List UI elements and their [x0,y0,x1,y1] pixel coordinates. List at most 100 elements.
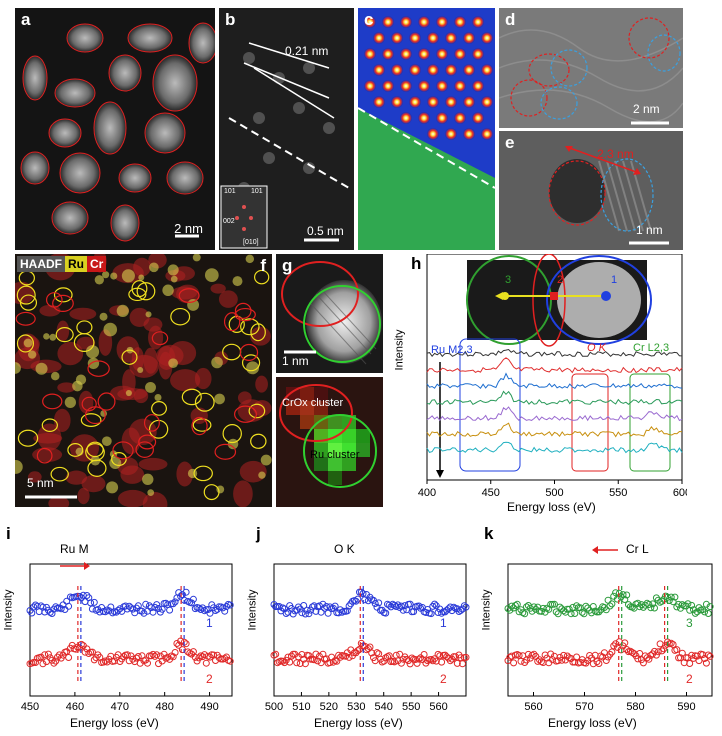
data-point [612,589,620,597]
cr-cluster-outline [36,447,53,464]
ru-spot [170,275,178,283]
cr-region [170,369,201,392]
atom-column [472,48,484,60]
ru-spot [214,393,225,405]
fft-zone-axis: [010] [243,239,259,246]
data-point [41,651,49,659]
data-point [312,607,320,615]
ru-spot [43,333,50,340]
data-point [595,608,603,616]
data-point [647,604,655,612]
ru-spot [102,271,110,279]
data-point [171,649,179,656]
spectrum-line [426,422,683,438]
data-point [565,605,573,613]
cr-cluster-outline [45,292,63,308]
data-point [582,602,590,610]
data-point [364,645,372,653]
data-point [354,595,362,603]
data-point [420,651,428,658]
data-point [669,598,677,606]
atom-column [391,96,403,108]
cr-region [53,408,71,433]
ru-spot [232,276,243,287]
panel-b-scale: 0.5 nm [307,224,344,238]
data-point [523,603,530,611]
ru-spot [23,338,33,348]
data-point [408,654,416,662]
atom-column [418,80,430,92]
data-point [623,646,631,653]
panel-c-label: c [364,10,374,29]
panel-b-label: b [225,10,236,29]
atom-column [409,96,421,108]
panel-f-image [15,254,272,507]
data-point [375,599,383,607]
panel-k-ylabel: Intensity [480,589,493,631]
data-point [83,592,91,599]
panel-k: 560 570 580 590 k Cr L Intensity Energy los… [478,524,720,734]
atom-column [481,32,493,44]
ru-cluster-outline [16,285,36,305]
data-point [182,588,190,596]
ru-cluster-outline [131,280,148,298]
atom-column [445,64,457,76]
data-point [76,593,84,600]
panel-k-xlabel: Energy loss (eV) [548,716,637,730]
data-point [338,608,346,616]
ru-cluster-outline [250,433,267,449]
data-point [704,610,712,617]
data-point [39,660,47,668]
data-point [274,659,281,667]
atom-column [418,16,430,28]
cr-region [56,320,70,342]
panel-e: e 2.3 nm 1 nm [499,131,683,250]
data-point [144,659,151,667]
data-point [284,653,292,661]
x-tick-label: 520 [320,701,338,713]
data-point [50,659,58,667]
data-point [109,609,117,617]
panel-i: 450 460 470 480 490 i Ru M Intensity Energy … [0,524,240,734]
data-point [660,645,668,653]
cr-region [176,461,194,487]
data-point [166,606,174,614]
cr-region [171,286,198,300]
data-point [324,609,332,617]
data-point [315,652,323,660]
data-point [147,604,155,612]
data-point [649,600,657,608]
data-point [573,653,581,661]
ru-spot [101,436,112,447]
panel-d-scale: 2 nm [633,102,660,116]
atom-column [418,48,430,60]
data-point [704,651,712,659]
data-point [317,608,325,616]
shift-arrow-head [84,562,90,570]
data-point [651,647,658,655]
data-point [706,603,714,611]
ru-cluster-outline [76,320,93,335]
panel-i-edge: Ru M [60,542,89,556]
data-point [305,652,313,660]
ru-spot [99,312,108,321]
data-point [610,642,618,650]
data-point [429,657,437,665]
panel-f-label: f [260,256,266,275]
panel-h-mark-2: 2 [557,274,564,286]
data-point [343,607,351,615]
panel-h-label: h [411,254,422,273]
cr-region [252,400,272,417]
atom-column [373,64,385,76]
cr-region [15,281,35,305]
spectrum-line [426,406,683,422]
data-point [301,660,309,668]
data-point [606,602,614,610]
data-point [623,591,631,599]
data-point [279,657,287,665]
data-point [410,608,418,616]
data-point [301,610,309,618]
data-point [424,606,432,613]
x-tick-label: 540 [375,701,393,713]
data-point [686,660,694,667]
